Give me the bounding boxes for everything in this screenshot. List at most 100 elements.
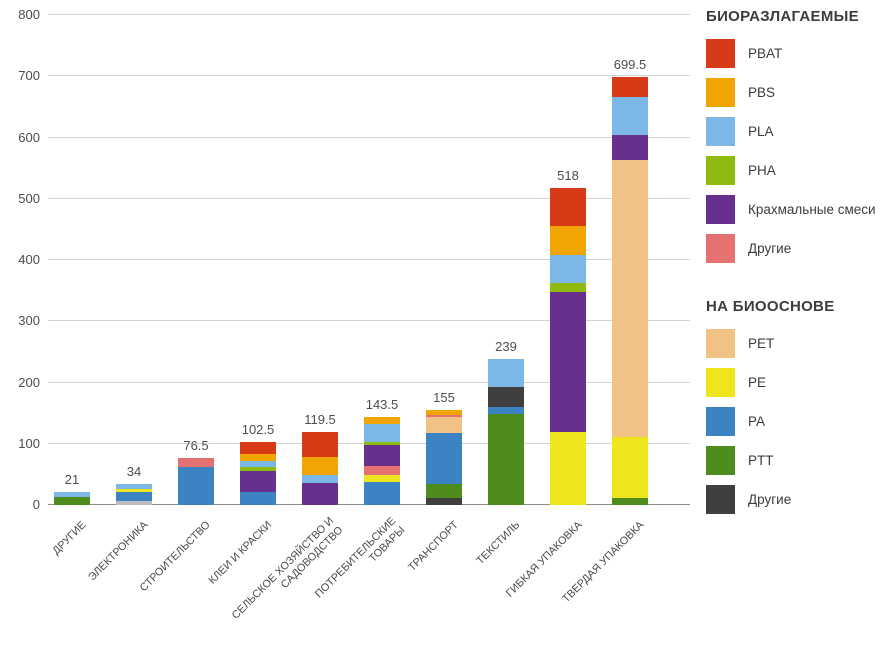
gridline bbox=[48, 320, 690, 322]
bar-segment-pet bbox=[612, 160, 648, 438]
bar-segment-pla bbox=[54, 492, 90, 498]
gridline bbox=[48, 75, 690, 77]
bar-segment-pla bbox=[488, 358, 524, 388]
legend-item-pet: PET bbox=[706, 328, 882, 358]
bar-segment-pbat bbox=[550, 187, 586, 226]
bar-segment-other_biodeg bbox=[178, 458, 214, 468]
bar-segment-pbat bbox=[240, 442, 276, 455]
legend-label: PTT bbox=[748, 452, 774, 468]
bar bbox=[426, 410, 462, 505]
bar-segment-pha bbox=[364, 441, 400, 445]
legend-item-pe: PE bbox=[706, 367, 882, 397]
legend-label: PBS bbox=[748, 84, 776, 100]
legend-group-gap bbox=[706, 272, 882, 298]
bar-segment-pbs bbox=[364, 417, 400, 425]
legend-swatch-icon bbox=[706, 116, 735, 146]
legend-label: PE bbox=[748, 374, 767, 390]
bar-value-label: 143.5 bbox=[365, 397, 399, 413]
bar-segment-pe bbox=[116, 489, 152, 493]
gridline bbox=[48, 197, 690, 199]
bar bbox=[302, 431, 338, 505]
y-tick-label: 200 bbox=[18, 374, 40, 390]
y-tick-label: 300 bbox=[18, 313, 40, 329]
legend-label: PET bbox=[748, 335, 775, 351]
bar-segment-pa bbox=[426, 433, 462, 484]
bar bbox=[240, 442, 276, 505]
legend-label: Другие bbox=[748, 491, 792, 507]
legend-swatch-icon bbox=[706, 38, 735, 68]
bar-segment-pe bbox=[364, 475, 400, 482]
bar-segment-pbat bbox=[302, 431, 338, 457]
bar-segment-pla bbox=[612, 97, 648, 136]
bar-segment-other_bio bbox=[426, 498, 462, 505]
legend-label: PBAT bbox=[748, 45, 783, 61]
bar bbox=[612, 76, 648, 505]
legend-label: Крахмальные смеси bbox=[748, 201, 876, 217]
bar bbox=[364, 417, 400, 505]
legend-item-other_bio: Другие bbox=[706, 484, 882, 514]
legend-swatch-icon bbox=[706, 77, 735, 107]
legend-swatch-icon bbox=[706, 367, 735, 397]
bar-segment-pbs bbox=[426, 410, 462, 415]
bar-segment-pa bbox=[364, 481, 400, 505]
y-tick-label: 800 bbox=[18, 7, 40, 22]
bar-segment-starch bbox=[364, 444, 400, 467]
bar-value-label: 239 bbox=[495, 338, 517, 354]
bar-segment-starch bbox=[612, 135, 648, 161]
legend-item-pa: PA bbox=[706, 406, 882, 436]
legend-group-title: БИОРАЗЛАГАЕМЫЕ bbox=[706, 8, 859, 25]
x-axis-label-text: ТВЕРДАЯ УПАКОВКА bbox=[560, 519, 647, 606]
bar-value-label: 699.5 bbox=[613, 56, 647, 72]
bar-segment-pla bbox=[116, 484, 152, 490]
bar-segment-pet bbox=[426, 417, 462, 434]
bar-segment-ptt bbox=[488, 413, 524, 505]
bar-segment-pla bbox=[364, 424, 400, 442]
bar-segment-pa bbox=[116, 492, 152, 502]
bar-segment-pe bbox=[612, 437, 648, 499]
bar-segment-other_bio_light bbox=[116, 501, 152, 505]
gridline bbox=[48, 259, 690, 260]
y-tick-label: 100 bbox=[18, 435, 40, 451]
legend-swatch-icon bbox=[706, 194, 735, 224]
bar-segment-ptt bbox=[612, 498, 648, 505]
legend-swatch-icon bbox=[706, 155, 735, 185]
legend-group-title: НА БИООСНОВЕ bbox=[706, 298, 835, 315]
bar-segment-ptt bbox=[426, 483, 462, 499]
legend-item-starch: Крахмальные смеси bbox=[706, 194, 882, 224]
bar-value-label: 102.5 bbox=[241, 422, 275, 438]
y-tick-label: 600 bbox=[18, 129, 40, 145]
legend-item-ptt: PTT bbox=[706, 445, 882, 475]
x-axis-label: ТВЕРДАЯ УПАКОВКА bbox=[418, 515, 646, 605]
gridline bbox=[48, 381, 690, 383]
gridline bbox=[48, 136, 690, 138]
bar-segment-pa bbox=[488, 407, 524, 414]
bar-segment-pe bbox=[550, 431, 586, 505]
bar-value-label: 21 bbox=[64, 472, 80, 488]
bar-segment-pha bbox=[240, 467, 276, 471]
bar-segment-starch bbox=[550, 292, 586, 432]
bar-segment-pbs bbox=[550, 225, 586, 255]
bar-segment-pla bbox=[550, 254, 586, 283]
bar-segment-pbs bbox=[240, 454, 276, 461]
bar-segment-other_biodeg bbox=[426, 414, 462, 418]
legend-item-pha: PHA bbox=[706, 155, 882, 185]
bar-segment-pa bbox=[178, 467, 214, 505]
bar-value-label: 518 bbox=[557, 167, 579, 183]
plot-area: 21 34 76.5 102.5 119.5 143.5 155 239 518 699.5 bbox=[48, 14, 690, 505]
y-tick-label: 0 bbox=[32, 497, 40, 512]
legend-swatch-icon bbox=[706, 328, 735, 358]
bar-value-label: 155 bbox=[433, 390, 455, 406]
stacked-bar-chart: 21 34 76.5 102.5 119.5 143.5 155 239 518 699.5 0 1… bbox=[18, 7, 690, 622]
gridline bbox=[48, 14, 690, 15]
y-tick-label: 700 bbox=[18, 68, 40, 84]
bar-value-label: 76.5 bbox=[183, 438, 209, 454]
bar-segment-other_biodeg bbox=[364, 466, 400, 476]
legend-item-pla: PLA bbox=[706, 116, 882, 146]
bar-segment-starch bbox=[240, 470, 276, 492]
legend-swatch-icon bbox=[706, 445, 735, 475]
legend-swatch-icon bbox=[706, 484, 735, 514]
bar-segment-pla bbox=[302, 475, 338, 483]
bar bbox=[54, 492, 90, 505]
bar bbox=[550, 187, 586, 505]
bar bbox=[178, 458, 214, 505]
